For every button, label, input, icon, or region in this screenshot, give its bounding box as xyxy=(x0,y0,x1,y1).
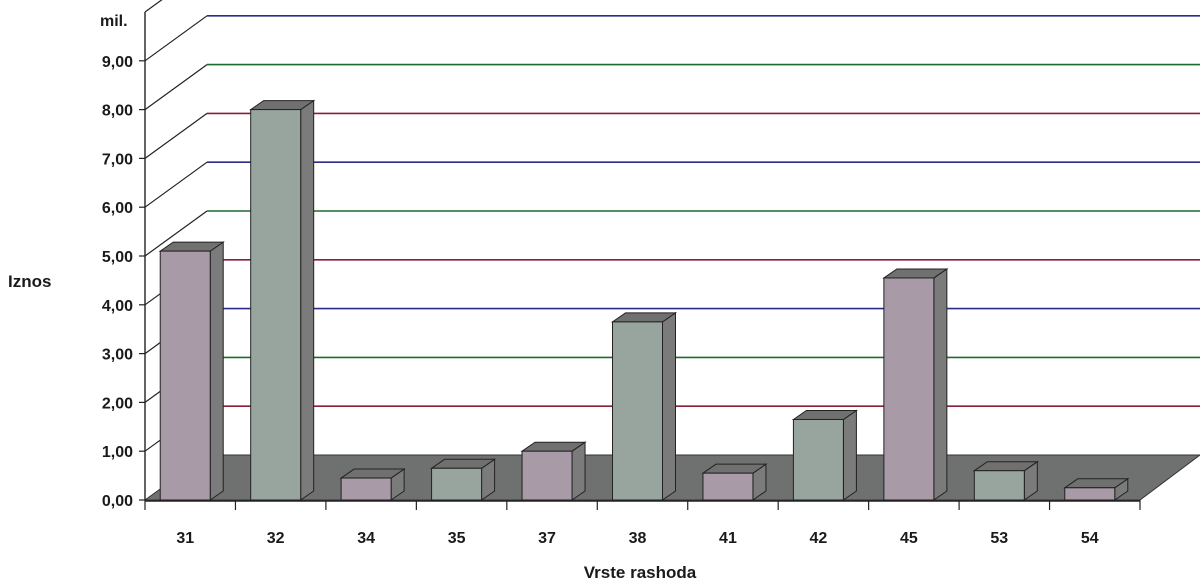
labels: mil. Iznos Vrste rashoda 0,00 1,00 2,00 3,0… xyxy=(8,13,1099,582)
x-tick-label: 38 xyxy=(629,530,647,547)
bar-side xyxy=(662,311,676,501)
bar-37 xyxy=(520,441,587,501)
bar-side xyxy=(571,441,586,501)
bar-front xyxy=(973,470,1025,501)
bar-front xyxy=(1064,487,1116,501)
x-tick-label: 34 xyxy=(357,530,375,547)
bar-front xyxy=(792,418,844,501)
y-tick-label: 4,00 xyxy=(102,298,133,315)
gridline-connector xyxy=(144,0,163,13)
bar-side xyxy=(933,268,948,501)
bar-side xyxy=(300,99,315,501)
bar-38 xyxy=(610,311,678,501)
bar-front xyxy=(431,467,483,501)
y-tick-label: 9,00 xyxy=(102,54,133,71)
y-axis-title: Iznos xyxy=(8,272,51,291)
bar-32 xyxy=(249,99,316,501)
axes xyxy=(139,12,1141,510)
x-axis-title: Vrste rashoda xyxy=(584,563,697,582)
gridlines xyxy=(144,0,1200,452)
bars xyxy=(158,99,1130,501)
bar-54 xyxy=(1063,477,1130,501)
bar-front xyxy=(883,277,935,501)
gridline-connector xyxy=(144,161,208,208)
x-tick-label: 45 xyxy=(900,530,918,547)
bar-41 xyxy=(701,463,768,501)
x-tick-label: 54 xyxy=(1081,530,1099,547)
x-tick-label: 42 xyxy=(810,530,828,547)
bar-35 xyxy=(429,458,497,501)
bar-53 xyxy=(972,460,1039,501)
bar-front xyxy=(702,472,754,501)
unit-label: mil. xyxy=(100,13,128,30)
y-tick-label: 1,00 xyxy=(102,444,133,461)
y-tick-label: 3,00 xyxy=(102,347,133,364)
gridline-connector xyxy=(144,64,208,111)
x-tick-label: 31 xyxy=(176,530,194,547)
x-tick-label: 32 xyxy=(267,530,285,547)
x-tick-label: 35 xyxy=(448,530,466,547)
bar-side xyxy=(842,409,857,501)
bar-front xyxy=(159,250,211,501)
y-tick-label: 7,00 xyxy=(102,151,133,168)
gridline-connector xyxy=(144,15,208,62)
bar-front xyxy=(612,321,663,501)
y-tick-label: 6,00 xyxy=(102,200,133,217)
x-tick-label: 53 xyxy=(990,530,1008,547)
bar-31 xyxy=(158,241,225,501)
y-tick-label: 0,00 xyxy=(102,493,133,510)
bar-front xyxy=(521,450,573,501)
y-tick-label: 5,00 xyxy=(102,249,133,266)
bar-42 xyxy=(791,409,859,501)
bar-front xyxy=(250,109,302,501)
bar-front xyxy=(340,477,392,501)
y-tick-label: 8,00 xyxy=(102,103,133,120)
bar-34 xyxy=(339,468,406,501)
bar-45 xyxy=(882,268,949,501)
y-tick-label: 2,00 xyxy=(102,395,133,412)
x-tick-label: 41 xyxy=(719,530,737,547)
bar-side xyxy=(209,241,224,501)
gridline-connector xyxy=(144,210,208,257)
gridline-connector xyxy=(144,112,208,159)
x-tick-label: 37 xyxy=(538,530,556,547)
